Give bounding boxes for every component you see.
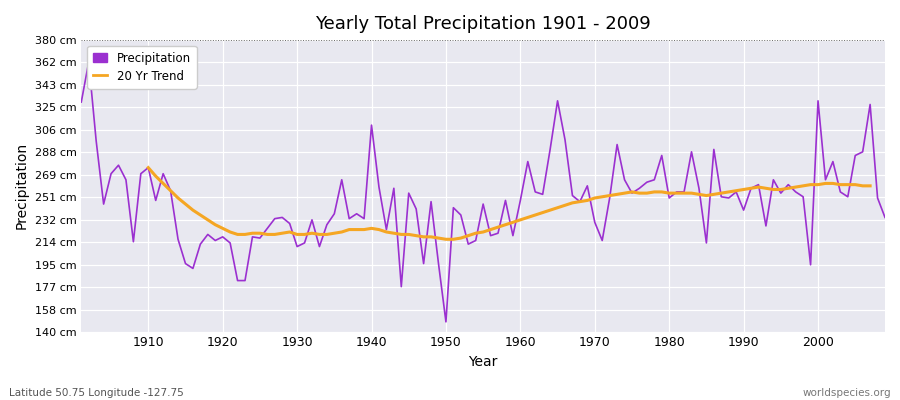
Y-axis label: Precipitation: Precipitation [15,142,29,230]
Text: Latitude 50.75 Longitude -127.75: Latitude 50.75 Longitude -127.75 [9,388,184,398]
Text: worldspecies.org: worldspecies.org [803,388,891,398]
Legend: Precipitation, 20 Yr Trend: Precipitation, 20 Yr Trend [87,46,197,88]
Title: Yearly Total Precipitation 1901 - 2009: Yearly Total Precipitation 1901 - 2009 [315,15,651,33]
X-axis label: Year: Year [469,355,498,369]
